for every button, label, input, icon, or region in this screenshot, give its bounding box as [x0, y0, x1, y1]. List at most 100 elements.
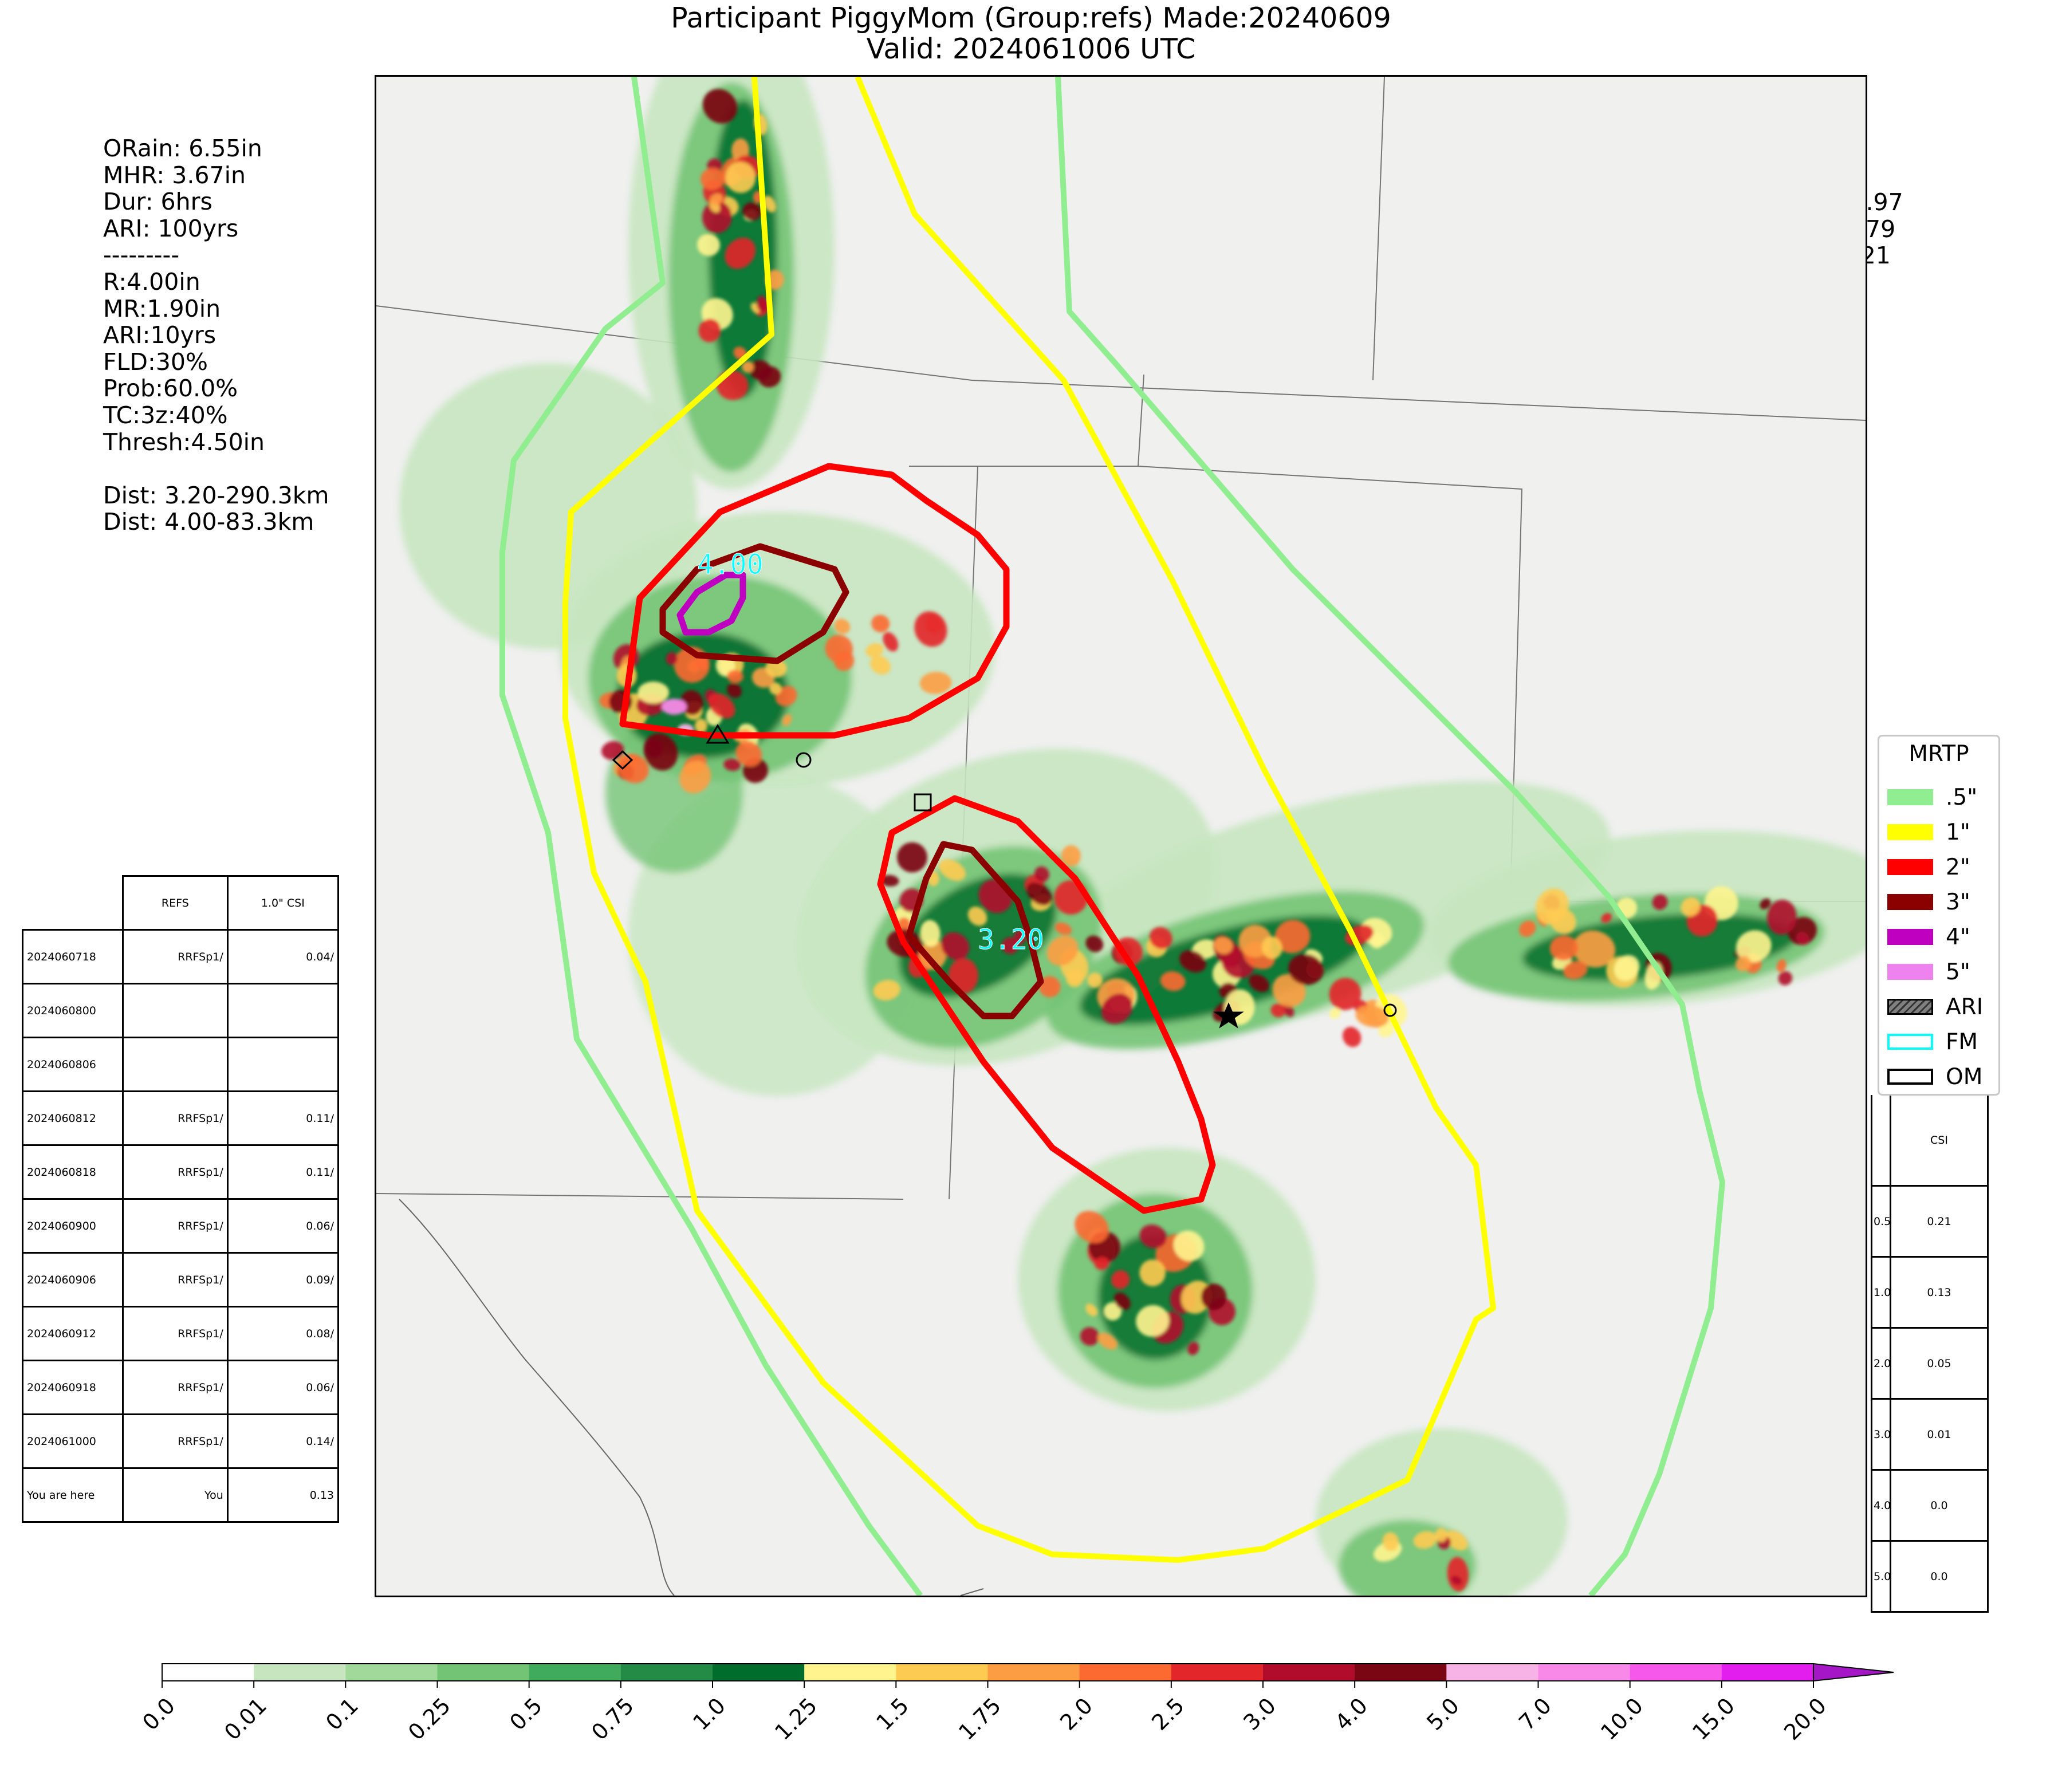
qpf-shaded-field	[399, 77, 1866, 1596]
table-row: 2024060912 RRFSp1/0.08/	[22, 1306, 340, 1361]
precip-area	[1097, 1333, 1118, 1350]
precip-area	[1139, 1224, 1167, 1249]
precip-area	[727, 683, 742, 698]
precip-area	[1545, 908, 1560, 920]
precip-area	[1445, 1530, 1468, 1551]
table-cell: 0.5	[1871, 1185, 1891, 1258]
colorbar-tick-label: 0.75	[587, 1693, 639, 1745]
stat-line: Dist: 3.20-290.3km	[103, 481, 329, 509]
table-cell	[22, 876, 124, 931]
table-cell: CSI	[1890, 1094, 1989, 1187]
precip-area	[763, 195, 776, 212]
mrtp-legend: MRTP .5" 1" 2" 3" 4" 5" ARI FM OM	[1878, 735, 2000, 1096]
precip-area	[1274, 920, 1311, 954]
precip-area	[756, 296, 768, 312]
colorbar-segment	[804, 1664, 896, 1681]
colorbar-tick-label: 0.0	[137, 1693, 180, 1735]
stat-line: MR:1.90in	[103, 294, 221, 322]
table-cell: 2024060812	[22, 1090, 124, 1146]
precip-area	[1413, 1531, 1437, 1549]
legend-label: 5"	[1946, 959, 1970, 985]
stat-line: ARI:10yrs	[103, 321, 217, 349]
colorbar-tick-label: 2.0	[1054, 1693, 1097, 1735]
stat-line: Dur: 6hrs	[103, 188, 213, 216]
contour-1in	[562, 77, 1496, 1563]
precip-area	[617, 754, 649, 783]
precip-area	[709, 193, 723, 206]
stat-line: TC:3z:40%	[103, 401, 228, 429]
stat-line: Prob:60.0%	[103, 375, 238, 403]
table-cell: RRFSp1/	[121, 1306, 229, 1361]
table-cell	[1871, 1094, 1891, 1187]
legend-label: .5"	[1946, 784, 1978, 810]
legend-label: 3"	[1946, 889, 1970, 915]
precip-area	[735, 741, 762, 767]
colorbar-segment	[1446, 1664, 1538, 1681]
colorbar-segment	[1538, 1664, 1631, 1681]
precip-area	[1026, 883, 1052, 905]
colorbar-tick-label: 7.0	[1513, 1693, 1556, 1735]
precip-area	[898, 917, 911, 930]
precip-area	[1519, 920, 1536, 937]
table-cell: 1.0" CSI	[226, 875, 340, 931]
legend-label: 1"	[1946, 819, 1970, 845]
colorbar-segment	[1355, 1664, 1447, 1681]
precip-area	[638, 681, 670, 704]
table-cell: RRFSp1/	[121, 1252, 229, 1307]
legend-swatch	[1887, 824, 1933, 840]
precip-area	[1760, 898, 1771, 909]
table-cell	[226, 983, 340, 1038]
table-cell: RRFSp1/	[121, 1144, 229, 1200]
table-cell: 2.0	[1871, 1327, 1891, 1400]
legend-item: ARI	[1887, 994, 1983, 1020]
colorbar-tick-label: 20.0	[1779, 1693, 1832, 1745]
colorbar-tick-label: 0.01	[219, 1693, 272, 1745]
precip-area	[1085, 1303, 1098, 1317]
table-cell: 2024060718	[22, 929, 124, 984]
colorbar-segment	[529, 1664, 621, 1681]
precip-area	[1094, 1257, 1109, 1270]
colorbar-tick-label: 1.25	[770, 1693, 823, 1745]
legend-swatch	[1887, 1034, 1933, 1050]
precip-area	[765, 659, 787, 678]
contour-0.5in	[499, 77, 1725, 1596]
colorbar-tick-label: 1.0	[688, 1693, 731, 1735]
table-cell: 2024061000	[22, 1413, 124, 1469]
max-label-400: 4.00	[697, 549, 764, 581]
colorbar-tick-label: 10.0	[1595, 1693, 1648, 1745]
precip-area	[897, 842, 927, 873]
precip-area	[749, 360, 772, 380]
contour-3in	[659, 543, 1044, 1019]
precip-area	[1614, 955, 1640, 981]
table-cell: 0.11/	[226, 1144, 340, 1200]
precip-area	[695, 718, 707, 733]
triangle-marker	[706, 724, 730, 744]
precip-area	[702, 89, 738, 124]
table-row: 2024060812 RRFSp1/0.11/	[22, 1090, 340, 1146]
precip-area	[1382, 1532, 1399, 1551]
colorbar-segment	[1630, 1664, 1722, 1681]
table-cell: 0.01	[1890, 1398, 1989, 1471]
contour-2in	[619, 463, 1216, 1214]
precip-area	[1681, 897, 1701, 917]
precip-area	[1002, 937, 1018, 954]
table-cell: 2024060800	[22, 983, 124, 1038]
table-cell: 0.13	[226, 1467, 340, 1523]
table-cell: 2024060906	[22, 1252, 124, 1307]
legend-item: OM	[1887, 1064, 1982, 1090]
precip-area	[1329, 978, 1361, 1010]
precip-area	[1447, 1557, 1469, 1592]
qpf-cells	[599, 89, 1817, 1592]
colorbar-tick-label: 0.25	[403, 1693, 455, 1745]
precip-area	[1601, 913, 1612, 923]
precip-area	[1075, 1211, 1109, 1243]
precip-area	[708, 693, 735, 719]
table-cell: REFS	[121, 875, 229, 931]
table-cell: 0.09/	[226, 1252, 340, 1307]
legend-item: 3"	[1887, 889, 1970, 915]
table-row: CSI	[1871, 1094, 1989, 1187]
precip-area	[1261, 936, 1282, 959]
colorbar-tick-label: 1.75	[953, 1693, 1006, 1745]
precip-area	[941, 932, 970, 960]
precip-area	[1370, 932, 1384, 949]
